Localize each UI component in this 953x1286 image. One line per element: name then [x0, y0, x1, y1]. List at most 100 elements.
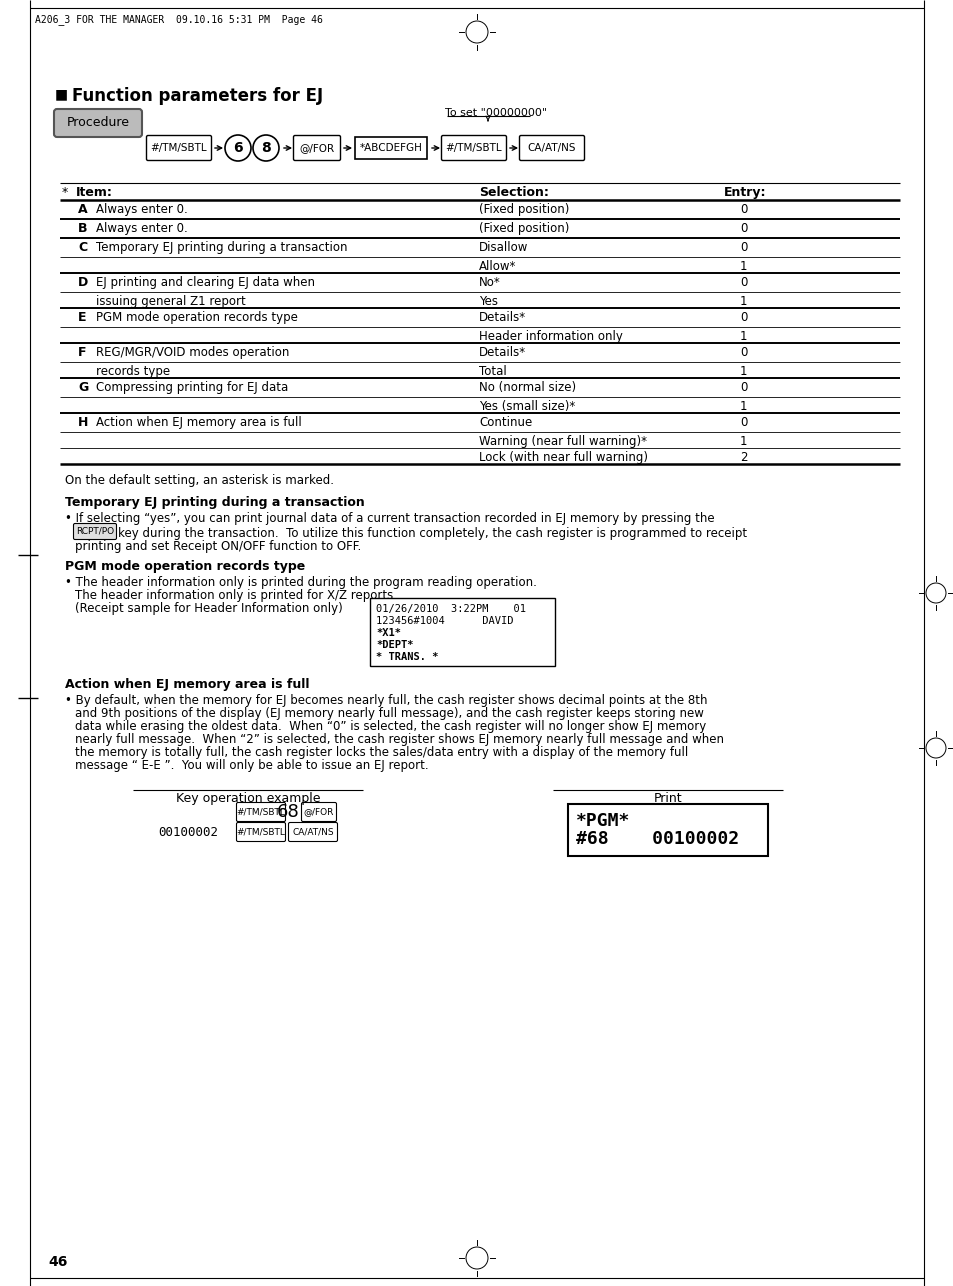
Text: 0: 0 [740, 276, 746, 289]
Text: 0: 0 [740, 222, 746, 235]
Text: G: G [78, 381, 89, 394]
Text: printing and set Receipt ON/OFF function to OFF.: printing and set Receipt ON/OFF function… [75, 540, 361, 553]
Text: (Fixed position): (Fixed position) [478, 203, 569, 216]
Text: 6: 6 [233, 141, 243, 156]
Text: 1: 1 [740, 365, 747, 378]
Text: Compressing printing for EJ data: Compressing printing for EJ data [96, 381, 288, 394]
Text: #/TM/SBTL: #/TM/SBTL [236, 808, 285, 817]
Text: No*: No* [478, 276, 500, 289]
Text: Procedure: Procedure [67, 117, 130, 130]
Text: • By default, when the memory for EJ becomes nearly full, the cash register show: • By default, when the memory for EJ bec… [65, 694, 707, 707]
Text: 0: 0 [740, 346, 746, 359]
Text: (Receipt sample for Header Information only): (Receipt sample for Header Information o… [75, 602, 342, 615]
FancyBboxPatch shape [236, 802, 285, 822]
Text: Yes: Yes [478, 294, 497, 309]
Text: EJ printing and clearing EJ data when: EJ printing and clearing EJ data when [96, 276, 314, 289]
Bar [355, 138, 427, 159]
FancyBboxPatch shape [54, 109, 142, 138]
Text: 0: 0 [740, 381, 746, 394]
Bar [370, 598, 555, 666]
Text: ■: ■ [55, 87, 68, 102]
Text: *ABCDEFGH: *ABCDEFGH [359, 143, 422, 153]
Text: the memory is totally full, the cash register locks the sales/data entry with a : the memory is totally full, the cash reg… [75, 746, 687, 759]
FancyBboxPatch shape [236, 823, 285, 841]
FancyBboxPatch shape [288, 823, 337, 841]
Text: *: * [62, 186, 76, 199]
FancyBboxPatch shape [301, 802, 336, 822]
Text: 1: 1 [740, 400, 747, 413]
Text: message “ E-E ”.  You will only be able to issue an EJ report.: message “ E-E ”. You will only be able t… [75, 759, 428, 772]
Text: records type: records type [96, 365, 170, 378]
Text: Selection:: Selection: [478, 186, 548, 199]
Text: REG/MGR/VOID modes operation: REG/MGR/VOID modes operation [96, 346, 289, 359]
Text: F: F [78, 346, 87, 359]
Text: The header information only is printed for X/Z reports.: The header information only is printed f… [75, 589, 396, 602]
Text: 1: 1 [740, 294, 747, 309]
Text: Function parameters for EJ: Function parameters for EJ [71, 87, 323, 105]
Text: #68    00100002: #68 00100002 [576, 829, 739, 847]
Text: To set "00000000": To set "00000000" [444, 108, 547, 118]
Text: D: D [78, 276, 89, 289]
Text: Header information only: Header information only [478, 331, 622, 343]
Text: Yes (small size)*: Yes (small size)* [478, 400, 575, 413]
Text: 00100002: 00100002 [158, 826, 218, 838]
Text: *X1*: *X1* [375, 628, 400, 638]
Text: 68: 68 [276, 802, 299, 820]
Text: Total: Total [478, 365, 506, 378]
Text: #/TM/SBTL: #/TM/SBTL [151, 143, 207, 153]
Text: issuing general Z1 report: issuing general Z1 report [96, 294, 246, 309]
Text: 0: 0 [740, 203, 746, 216]
Text: 01/26/2010  3:22PM    01: 01/26/2010 3:22PM 01 [375, 604, 525, 613]
Text: PGM mode operation records type: PGM mode operation records type [65, 559, 305, 574]
Text: 1: 1 [740, 435, 747, 448]
Text: #/TM/SBTL: #/TM/SBTL [445, 143, 502, 153]
Text: A: A [78, 203, 88, 216]
Text: *PGM*: *PGM* [576, 811, 630, 829]
Text: 1: 1 [740, 331, 747, 343]
Text: @/FOR: @/FOR [303, 808, 334, 817]
Text: 0: 0 [740, 240, 746, 255]
Text: 0: 0 [740, 311, 746, 324]
FancyBboxPatch shape [294, 135, 340, 161]
Text: (Fixed position): (Fixed position) [478, 222, 569, 235]
Text: On the default setting, an asterisk is marked.: On the default setting, an asterisk is m… [65, 475, 334, 487]
Text: RCPT/PO: RCPT/PO [76, 527, 114, 536]
Text: Entry:: Entry: [723, 186, 765, 199]
Text: *DEPT*: *DEPT* [375, 640, 413, 649]
Text: A206_3 FOR THE MANAGER  09.10.16 5:31 PM  Page 46: A206_3 FOR THE MANAGER 09.10.16 5:31 PM … [35, 14, 322, 24]
Text: Details*: Details* [478, 311, 525, 324]
Text: Always enter 0.: Always enter 0. [96, 222, 188, 235]
Text: Temporary EJ printing during a transaction: Temporary EJ printing during a transacti… [96, 240, 347, 255]
Text: Always enter 0.: Always enter 0. [96, 203, 188, 216]
Text: Action when EJ memory area is full: Action when EJ memory area is full [96, 415, 301, 430]
Bar [567, 804, 767, 856]
FancyBboxPatch shape [73, 523, 116, 540]
Text: Print: Print [653, 792, 681, 805]
Text: E: E [78, 311, 87, 324]
Text: Disallow: Disallow [478, 240, 528, 255]
Text: 1: 1 [740, 260, 747, 273]
Text: Temporary EJ printing during a transaction: Temporary EJ printing during a transacti… [65, 496, 364, 509]
Text: 46: 46 [48, 1255, 68, 1269]
Text: #/TM/SBTL: #/TM/SBTL [236, 827, 285, 836]
FancyBboxPatch shape [519, 135, 584, 161]
Text: and 9th positions of the display (EJ memory nearly full message), and the cash r: and 9th positions of the display (EJ mem… [75, 707, 703, 720]
Text: PGM mode operation records type: PGM mode operation records type [96, 311, 297, 324]
FancyBboxPatch shape [147, 135, 212, 161]
Text: • If selecting “yes”, you can print journal data of a current transaction record: • If selecting “yes”, you can print jour… [65, 512, 714, 525]
Text: Action when EJ memory area is full: Action when EJ memory area is full [65, 678, 309, 691]
Text: C: C [78, 240, 87, 255]
Text: 2: 2 [740, 451, 747, 464]
Text: Details*: Details* [478, 346, 525, 359]
Text: Lock (with near full warning): Lock (with near full warning) [478, 451, 647, 464]
Text: Warning (near full warning)*: Warning (near full warning)* [478, 435, 646, 448]
Text: B: B [78, 222, 88, 235]
Text: * TRANS. *: * TRANS. * [375, 652, 438, 662]
Text: Continue: Continue [478, 415, 532, 430]
Text: key during the transaction.  To utilize this function completely, the cash regis: key during the transaction. To utilize t… [118, 527, 746, 540]
Text: @/FOR: @/FOR [299, 143, 335, 153]
Text: 123456#1004      DAVID: 123456#1004 DAVID [375, 616, 513, 626]
Text: Item:: Item: [76, 186, 112, 199]
Text: data while erasing the oldest data.  When “0” is selected, the cash register wil: data while erasing the oldest data. When… [75, 720, 705, 733]
Text: CA/AT/NS: CA/AT/NS [527, 143, 576, 153]
